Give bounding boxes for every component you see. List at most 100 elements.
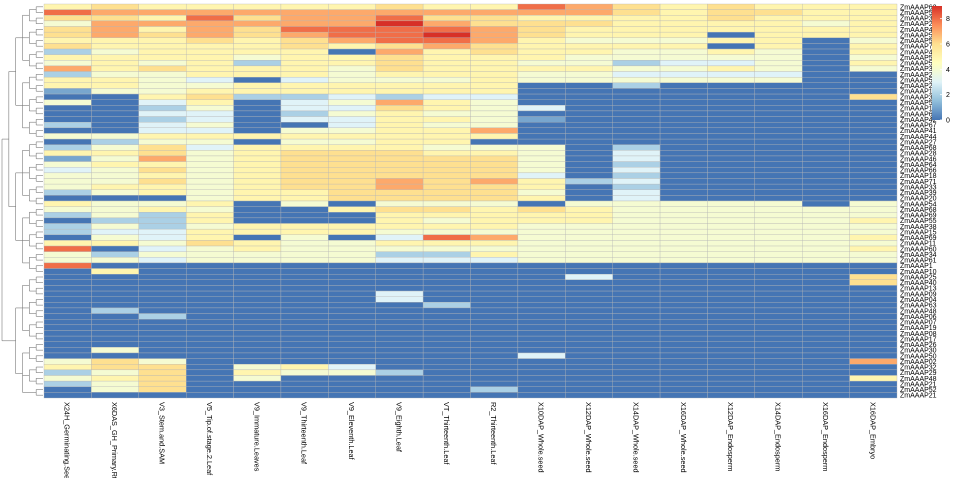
heatmap-cell — [754, 189, 803, 196]
heatmap-cell — [375, 20, 424, 27]
heatmap-cell — [375, 48, 424, 55]
heatmap-cell — [659, 217, 708, 224]
heatmap-cell — [707, 234, 756, 241]
heatmap-cell — [612, 200, 661, 207]
heatmap-cell — [659, 20, 708, 27]
heatmap-cell — [517, 240, 566, 247]
heatmap-cell — [375, 88, 424, 95]
heatmap-cell — [802, 200, 850, 207]
heatmap-cell — [707, 212, 756, 219]
heatmap-cell — [659, 65, 708, 72]
heatmap-cell — [280, 31, 329, 38]
heatmap-cell — [659, 43, 708, 50]
heatmap-cell — [138, 105, 187, 112]
heatmap-cell — [375, 167, 424, 174]
heatmap-cell — [91, 279, 139, 286]
heatmap-cell — [422, 200, 471, 207]
heatmap-cell — [849, 195, 898, 202]
heatmap-cell — [754, 279, 803, 286]
heatmap-cell — [802, 262, 850, 269]
heatmap-cell — [707, 364, 756, 371]
heatmap-cell — [422, 183, 471, 190]
heatmap-cell — [422, 240, 471, 247]
heatmap-cell — [470, 330, 519, 337]
heatmap-cell — [612, 178, 661, 185]
heatmap-cell — [659, 48, 708, 55]
heatmap-cell — [470, 273, 519, 280]
heatmap-cell — [375, 223, 424, 230]
heatmap-cell — [849, 285, 898, 292]
heatmap-cell — [233, 296, 282, 303]
heatmap-cell — [280, 245, 329, 252]
column-label: R2_Thirteenth.Leaf — [489, 402, 498, 465]
heatmap-cell — [565, 335, 613, 342]
heatmap-cell — [91, 178, 139, 185]
heatmap-cell — [517, 60, 566, 67]
heatmap-cell — [612, 31, 661, 38]
heatmap-cell — [328, 206, 376, 213]
heatmap-cell — [375, 65, 424, 72]
heatmap-cell — [328, 319, 376, 326]
column-label: VT_Thirteenth.Leaf — [442, 402, 451, 465]
heatmap-cell — [233, 347, 282, 354]
heatmap-cell — [517, 195, 566, 202]
heatmap-cell — [565, 200, 613, 207]
heatmap-cell — [754, 217, 803, 224]
heatmap-cell — [280, 200, 329, 207]
heatmap-cell — [43, 144, 92, 151]
heatmap-cell — [470, 307, 519, 314]
heatmap-cell — [280, 319, 329, 326]
heatmap-cell — [612, 20, 661, 27]
row-label: ZmAAAP27 — [900, 139, 937, 146]
heatmap-cell — [849, 82, 898, 89]
heatmap-cell — [43, 3, 92, 10]
heatmap-cell — [754, 206, 803, 213]
heatmap-cell — [470, 223, 519, 230]
heatmap-cell — [280, 48, 329, 55]
heatmap-cell — [802, 82, 850, 89]
heatmap-cell — [565, 178, 613, 185]
heatmap-cell — [185, 127, 234, 134]
heatmap-cell — [43, 324, 92, 331]
heatmap-cell — [43, 251, 92, 258]
heatmap-cell — [422, 257, 471, 264]
heatmap-cell — [802, 268, 850, 275]
heatmap-cell — [233, 330, 282, 337]
heatmap-cell — [422, 9, 471, 16]
heatmap-cell — [612, 37, 661, 44]
heatmap-cell — [91, 223, 139, 230]
heatmap-cell — [707, 31, 756, 38]
heatmap-cell — [517, 392, 566, 399]
heatmap-cell — [233, 105, 282, 112]
heatmap-cell — [185, 234, 234, 241]
heatmap-cell — [138, 358, 187, 365]
heatmap-cell — [185, 279, 234, 286]
row-label: ZmAAAP36 — [900, 16, 937, 23]
heatmap-cell — [280, 82, 329, 89]
row-label: ZmAAAP5 — [900, 55, 933, 62]
heatmap-cell — [328, 161, 376, 168]
heatmap-cell — [659, 138, 708, 145]
heatmap-cell — [612, 15, 661, 22]
heatmap-cell — [470, 335, 519, 342]
heatmap-cell — [754, 352, 803, 359]
heatmap-cell — [612, 183, 661, 190]
heatmap-cell — [517, 37, 566, 44]
heatmap-cell — [328, 347, 376, 354]
heatmap-cell — [233, 82, 282, 89]
row-label: ZmAAAP56 — [900, 77, 937, 84]
heatmap-cell — [517, 9, 566, 16]
heatmap-cell — [280, 76, 329, 83]
heatmap-cell — [659, 195, 708, 202]
heatmap-cell — [280, 65, 329, 72]
heatmap-cell — [233, 3, 282, 10]
heatmap-cell — [280, 240, 329, 247]
heatmap-cell — [565, 273, 613, 280]
heatmap-cell — [280, 375, 329, 382]
heatmap-cell — [43, 290, 92, 297]
heatmap-cell — [233, 268, 282, 275]
heatmap-cell — [517, 273, 566, 280]
heatmap-cell — [138, 88, 187, 95]
heatmap-cell — [659, 302, 708, 309]
heatmap-cell — [43, 127, 92, 134]
